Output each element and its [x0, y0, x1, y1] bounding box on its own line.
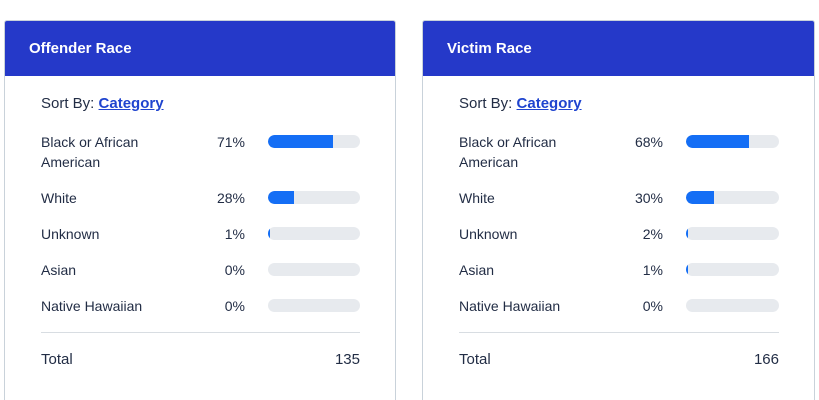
category-percent: 0% [642, 298, 663, 314]
category-label: Black or African American [41, 134, 139, 170]
category-row: Black or African American 71% [41, 132, 360, 172]
category-row: Native Hawaiian 0% [41, 296, 360, 316]
sort-by-row: Sort By: Category [41, 95, 360, 112]
progress-bar-fill [686, 263, 688, 276]
panel-victim-race: Victim Race Sort By: Category Black or A… [422, 20, 815, 400]
category-row: White 30% [459, 188, 779, 208]
progress-bar-fill [686, 135, 750, 148]
progress-bar-fill [268, 191, 294, 204]
sort-by-label: Sort By: [459, 95, 513, 112]
category-percent: 30% [634, 190, 663, 206]
category-percent: 71% [216, 134, 245, 150]
progress-bar-track [268, 191, 360, 204]
total-value: 166 [753, 351, 779, 368]
progress-bar-track [686, 227, 779, 240]
total-value: 135 [334, 351, 360, 368]
category-row: Asian 0% [41, 260, 360, 280]
panel-title: Victim Race [447, 40, 532, 57]
sort-by-row: Sort By: Category [459, 95, 779, 112]
category-label: White [41, 190, 77, 206]
category-row: White 28% [41, 188, 360, 208]
category-row: Native Hawaiian 0% [459, 296, 779, 316]
progress-bar-fill [268, 135, 334, 148]
category-label: Unknown [41, 226, 100, 242]
progress-bar-track [268, 135, 360, 148]
total-row: Total 166 [459, 333, 779, 384]
progress-bar-fill [686, 191, 714, 204]
panel-header: Victim Race [423, 21, 814, 76]
total-divider [41, 332, 360, 333]
category-label: Native Hawaiian [459, 298, 561, 314]
category-percent: 0% [224, 298, 245, 314]
total-label: Total [41, 351, 73, 368]
category-percent: 2% [642, 226, 663, 242]
category-row: Unknown 1% [41, 224, 360, 244]
progress-bar-track [686, 263, 779, 276]
progress-bar-track [268, 227, 360, 240]
panel-header: Offender Race [5, 21, 395, 76]
category-label: White [459, 190, 495, 206]
sort-by-category-link[interactable]: Category [516, 95, 582, 112]
progress-bar-fill [268, 227, 270, 240]
progress-bar-track [686, 299, 779, 312]
bar-rows: Black or African American 68% White 30% … [459, 132, 779, 316]
progress-bar-track [268, 299, 360, 312]
category-row: Black or African American 68% [459, 132, 779, 172]
category-row: Unknown 2% [459, 224, 779, 244]
total-row: Total 135 [41, 333, 360, 384]
sort-by-label: Sort By: [41, 95, 95, 112]
progress-bar-track [268, 263, 360, 276]
total-label: Total [459, 351, 491, 368]
category-label: Asian [459, 262, 495, 278]
category-percent: 1% [642, 262, 663, 278]
panel-body: Sort By: Category Black or African Ameri… [5, 76, 395, 384]
category-label: Black or African American [459, 134, 557, 170]
progress-bar-track [686, 191, 779, 204]
category-label: Native Hawaiian [41, 298, 143, 314]
panel-body: Sort By: Category Black or African Ameri… [423, 76, 814, 384]
category-percent: 1% [224, 226, 245, 242]
category-percent: 0% [224, 262, 245, 278]
sort-by-category-link[interactable]: Category [98, 95, 164, 112]
panel-title: Offender Race [29, 40, 132, 57]
category-label: Unknown [459, 226, 518, 242]
category-label: Asian [41, 262, 77, 278]
progress-bar-fill [686, 227, 688, 240]
panel-offender-race: Offender Race Sort By: Category Black or… [4, 20, 396, 400]
bar-rows: Black or African American 71% White 28% … [41, 132, 360, 316]
category-row: Asian 1% [459, 260, 779, 280]
category-percent: 28% [216, 190, 245, 206]
progress-bar-track [686, 135, 779, 148]
category-percent: 68% [634, 134, 663, 150]
total-divider [459, 332, 779, 333]
